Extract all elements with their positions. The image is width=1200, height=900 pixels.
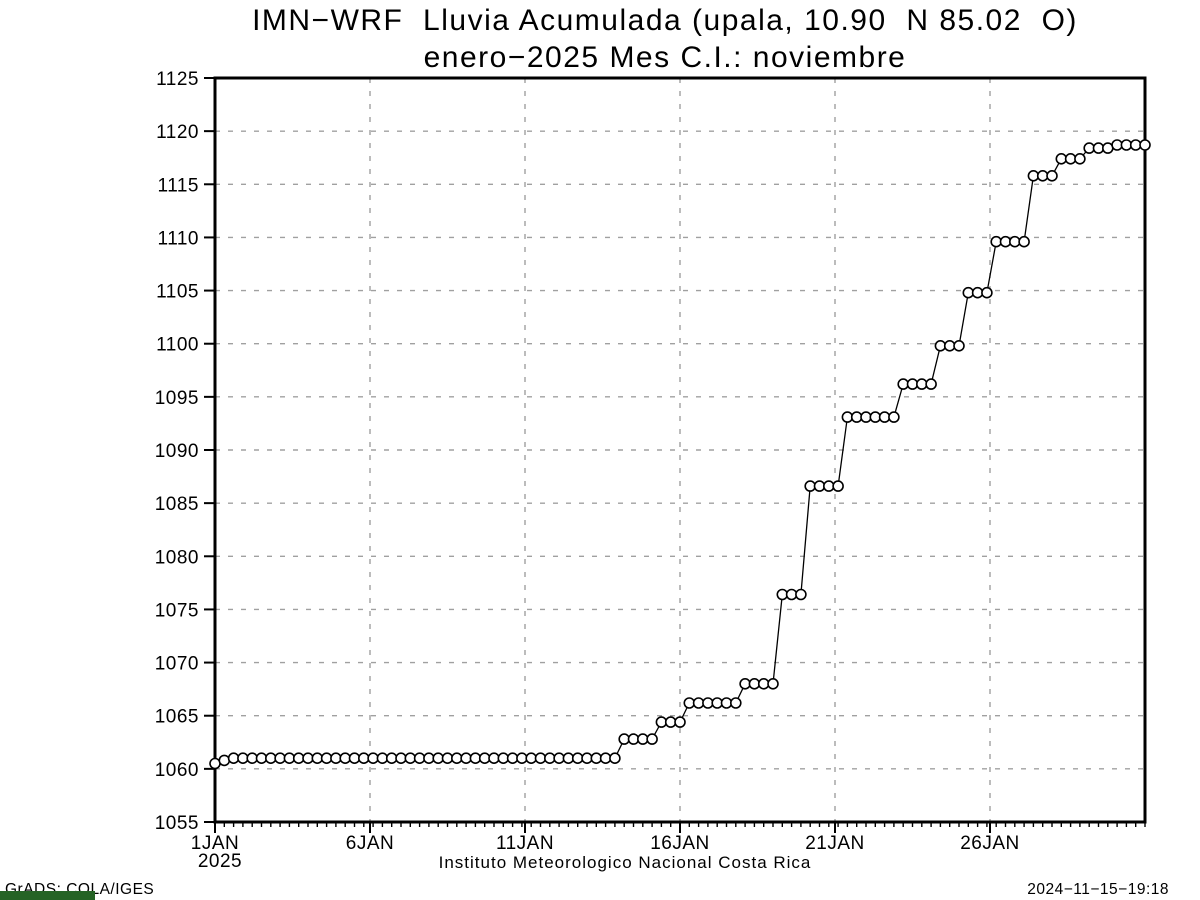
data-point: [1092, 142, 1105, 154]
y-tick-label: 1085: [155, 494, 199, 515]
y-tick-label: 1065: [155, 707, 199, 728]
y-tick-label: 1070: [155, 654, 199, 675]
data-point: [553, 752, 565, 765]
data-point: [218, 754, 231, 767]
data-point: [729, 697, 742, 709]
x-tick-label: 21JAN: [805, 833, 865, 854]
data-point: [423, 752, 435, 765]
y-tick-label: 1060: [155, 760, 199, 781]
data-point: [785, 588, 798, 601]
chart-subtitle: enero−2025 Mes C.I.: noviembre: [423, 41, 907, 74]
y-tick-label: 1095: [155, 388, 199, 409]
y-tick-label: 1100: [156, 335, 199, 356]
x-tick-label: 11JAN: [496, 833, 554, 854]
data-point: [1036, 170, 1049, 182]
chart-title: IMN−WRF Lluvia Acumulada (upala, 10.90 N…: [252, 4, 1078, 37]
data-point: [311, 752, 324, 765]
y-tick-label: 1105: [156, 282, 199, 303]
data-point: [237, 752, 249, 765]
data-point: [599, 752, 612, 765]
plot-border: [213, 76, 1147, 824]
data-point: [674, 716, 686, 728]
y-tick-label: 1080: [155, 547, 199, 568]
bottom-left-green-bar: [0, 891, 95, 900]
data-point: [506, 752, 519, 765]
data-point: [376, 752, 389, 765]
data-point: [1111, 139, 1123, 151]
data-point: [357, 752, 370, 765]
y-tick-label: 1110: [158, 228, 199, 249]
y-tick-label: 1115: [158, 175, 199, 196]
data-point: [925, 378, 937, 390]
y-tick-label: 1120: [156, 122, 199, 143]
y-tick-label: 1090: [155, 441, 199, 462]
data-point: [330, 752, 342, 765]
data-point: [767, 677, 779, 690]
data-point: [450, 752, 463, 765]
x-tick-label: 1JAN: [191, 833, 239, 854]
data-point: [283, 752, 296, 765]
data-point: [1139, 139, 1151, 151]
data-point: [692, 697, 705, 709]
data-point: [469, 752, 482, 765]
data-point: [1064, 153, 1077, 165]
data-point: [739, 677, 751, 690]
x-tick-label: 26JAN: [960, 833, 1020, 854]
data-point: [264, 752, 277, 765]
data-point: [1083, 142, 1095, 154]
data-point: [1074, 153, 1086, 165]
data-point: [646, 733, 658, 745]
data-point: [981, 286, 993, 299]
data-point: [1018, 235, 1030, 248]
data-point: [888, 411, 900, 423]
data-point: [795, 588, 807, 601]
data-point: [1102, 142, 1114, 154]
y-tick-label: 1075: [155, 600, 199, 621]
x-tick-label: 6JAN: [346, 833, 394, 854]
x-axis-year-label: 2025: [198, 851, 242, 872]
footer-institute-label: Instituto Meteorologico Nacional Costa R…: [438, 853, 812, 872]
data-point: [971, 286, 984, 299]
data-point: [609, 752, 621, 765]
render-timestamp: 2024−11−15−19:18: [1027, 881, 1169, 898]
data-point: [404, 752, 417, 765]
data-point: [953, 339, 965, 352]
data-point: [1046, 170, 1058, 182]
data-point: [878, 411, 891, 423]
data-point: [832, 480, 844, 492]
data-point: [209, 757, 221, 770]
x-tick-label: 16JAN: [650, 833, 710, 854]
y-tick-label: 1125: [156, 69, 199, 90]
y-tick-label: 1055: [155, 813, 199, 834]
data-point: [1129, 139, 1142, 151]
